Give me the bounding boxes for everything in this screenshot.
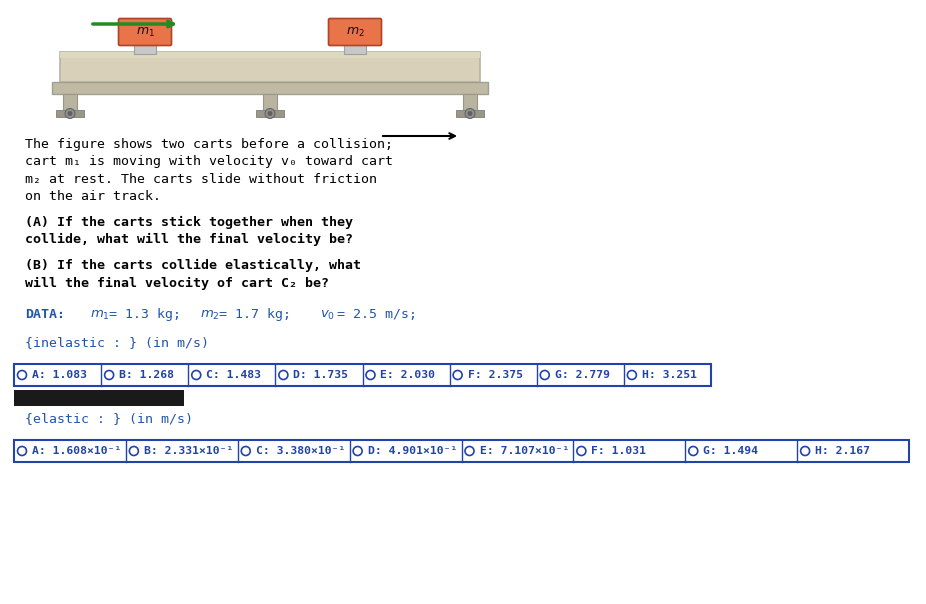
Text: = 1.7 kg;: = 1.7 kg;: [219, 308, 291, 321]
FancyBboxPatch shape: [119, 19, 171, 45]
Text: A: 1.083: A: 1.083: [32, 370, 87, 380]
Bar: [463, 94, 477, 110]
Text: D: 1.735: D: 1.735: [294, 370, 348, 380]
Text: {inelastic : } (in m/s): {inelastic : } (in m/s): [25, 336, 209, 349]
Circle shape: [18, 446, 27, 455]
Text: = 1.3 kg;: = 1.3 kg;: [109, 308, 181, 321]
Circle shape: [689, 446, 698, 455]
Circle shape: [628, 370, 636, 379]
Text: will the final velocity of cart C₂ be?: will the final velocity of cart C₂ be?: [25, 277, 329, 289]
Text: (A) If the carts stick together when they: (A) If the carts stick together when the…: [25, 216, 353, 229]
Circle shape: [353, 446, 362, 455]
Text: collide, what will the final velocity be?: collide, what will the final velocity be…: [25, 233, 353, 246]
Bar: [14, 364, 711, 386]
Circle shape: [265, 109, 275, 118]
Text: DATA:: DATA:: [25, 308, 65, 321]
Circle shape: [279, 370, 288, 379]
Bar: [56, 110, 84, 117]
Text: E: 2.030: E: 2.030: [381, 370, 435, 380]
Text: B: 2.331×10⁻¹: B: 2.331×10⁻¹: [144, 446, 233, 456]
Bar: [344, 44, 366, 54]
Text: B: 1.268: B: 1.268: [119, 370, 174, 380]
Circle shape: [465, 109, 475, 118]
Text: $m_2$: $m_2$: [345, 25, 365, 39]
Circle shape: [192, 370, 201, 379]
Circle shape: [105, 370, 114, 379]
Text: m₂ at rest. The carts slide without friction: m₂ at rest. The carts slide without fric…: [25, 173, 377, 186]
Text: (B) If the carts collide elastically, what: (B) If the carts collide elastically, wh…: [25, 259, 361, 272]
Circle shape: [468, 111, 472, 116]
FancyBboxPatch shape: [329, 19, 382, 45]
Circle shape: [242, 446, 250, 455]
Circle shape: [465, 446, 474, 455]
Bar: [63, 94, 77, 110]
Text: $v_0$: $v_0$: [320, 309, 335, 322]
Text: cart m₁ is moving with velocity v₀ toward cart: cart m₁ is moving with velocity v₀ towar…: [25, 155, 393, 169]
Bar: [14, 390, 184, 406]
Text: The figure shows two carts before a collision;: The figure shows two carts before a coll…: [25, 138, 393, 151]
Text: F: 1.031: F: 1.031: [592, 446, 646, 456]
Circle shape: [18, 370, 27, 379]
Text: G: 2.779: G: 2.779: [555, 370, 609, 380]
Text: {elastic : } (in m/s): {elastic : } (in m/s): [25, 412, 193, 425]
Text: H: 3.251: H: 3.251: [642, 370, 697, 380]
Text: C: 1.483: C: 1.483: [206, 370, 261, 380]
Bar: [14, 440, 909, 462]
Text: H: 2.167: H: 2.167: [815, 446, 870, 456]
Text: $m_1$: $m_1$: [90, 309, 110, 322]
Text: G: 1.494: G: 1.494: [703, 446, 758, 456]
Text: $m_2$: $m_2$: [200, 309, 219, 322]
Text: C: 3.380×10⁻¹: C: 3.380×10⁻¹: [256, 446, 345, 456]
Bar: [456, 110, 484, 117]
Circle shape: [268, 111, 272, 116]
Circle shape: [65, 109, 75, 118]
Bar: [60, 52, 480, 82]
Circle shape: [577, 446, 586, 455]
Text: E: 7.107×10⁻¹: E: 7.107×10⁻¹: [480, 446, 569, 456]
Bar: [134, 44, 156, 54]
Circle shape: [540, 370, 549, 379]
Text: A: 1.608×10⁻¹: A: 1.608×10⁻¹: [32, 446, 121, 456]
Circle shape: [68, 111, 72, 116]
Text: on the air track.: on the air track.: [25, 190, 161, 204]
Bar: [256, 110, 284, 117]
Circle shape: [366, 370, 375, 379]
Circle shape: [453, 370, 462, 379]
Bar: [52, 82, 488, 94]
Text: = 2.5 m/s;: = 2.5 m/s;: [337, 308, 417, 321]
Text: $m_1$: $m_1$: [135, 25, 155, 39]
Bar: [60, 52, 480, 58]
Bar: [263, 94, 277, 110]
Text: D: 4.901×10⁻¹: D: 4.901×10⁻¹: [368, 446, 457, 456]
Circle shape: [130, 446, 138, 455]
Circle shape: [801, 446, 809, 455]
Text: F: 2.375: F: 2.375: [468, 370, 522, 380]
